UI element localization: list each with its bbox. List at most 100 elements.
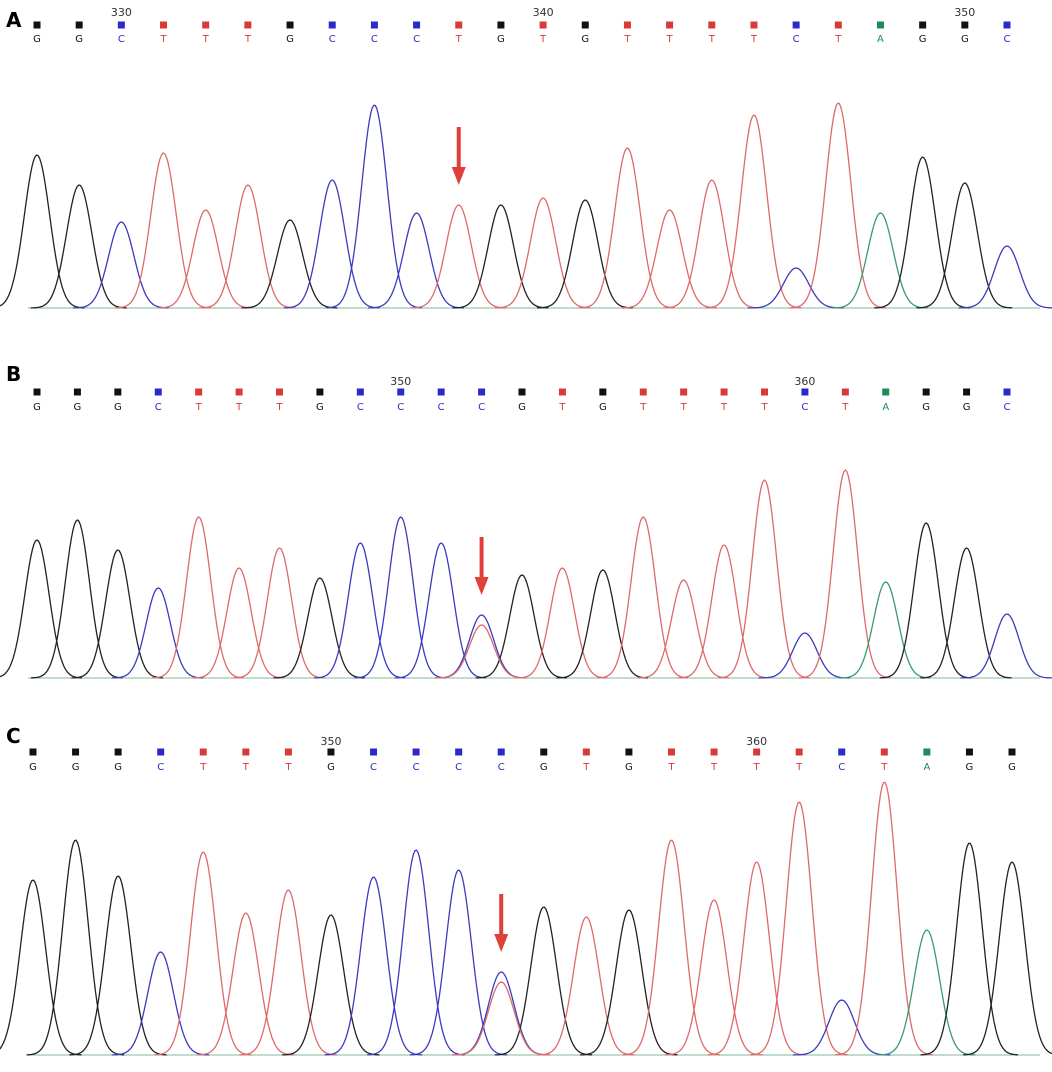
peak xyxy=(958,245,1052,309)
base-marker xyxy=(114,748,122,756)
peak xyxy=(832,212,928,309)
base-marker xyxy=(761,388,768,396)
peak xyxy=(394,542,487,679)
peak xyxy=(0,879,82,1056)
base-call: C xyxy=(357,402,364,413)
base-marker xyxy=(666,21,674,29)
peak xyxy=(199,184,296,309)
base-call: G xyxy=(625,762,633,773)
peak xyxy=(114,152,212,309)
mutation-arrow xyxy=(494,894,509,952)
position-label: 340 xyxy=(533,6,554,19)
peak xyxy=(494,906,593,1056)
base-call: A xyxy=(877,34,884,45)
base-call: T xyxy=(667,762,675,773)
peak xyxy=(578,147,675,309)
peak xyxy=(717,479,810,679)
position-label: 350 xyxy=(390,375,411,388)
peak xyxy=(313,542,406,679)
base-marker xyxy=(455,21,463,29)
base-marker xyxy=(356,388,364,396)
base-marker xyxy=(202,21,210,29)
base-marker xyxy=(965,748,973,756)
base-marker xyxy=(539,21,547,29)
peak xyxy=(705,114,802,309)
peak xyxy=(354,516,446,679)
base-marker xyxy=(720,388,728,396)
peak xyxy=(26,839,125,1056)
base-marker xyxy=(154,388,162,396)
base-marker xyxy=(623,21,631,29)
panel-label: C xyxy=(6,724,21,748)
base-call: G xyxy=(497,34,505,45)
base-marker xyxy=(919,21,927,29)
base-call: T xyxy=(582,762,590,773)
peak xyxy=(747,267,844,309)
base-marker xyxy=(328,21,336,29)
base-marker xyxy=(114,388,122,396)
peak xyxy=(494,197,591,309)
position-label: 360 xyxy=(746,735,767,748)
base-call: G xyxy=(961,34,969,45)
peak xyxy=(515,567,608,679)
position-label: 350 xyxy=(954,6,975,19)
base-marker xyxy=(518,388,526,396)
peak xyxy=(152,516,244,679)
base-call: T xyxy=(880,762,888,773)
peak xyxy=(879,522,972,679)
base-call: G xyxy=(33,402,41,413)
base-call: T xyxy=(159,34,167,45)
base-call: C xyxy=(838,762,845,773)
base-call: G xyxy=(963,402,971,413)
peak xyxy=(111,951,210,1056)
base-marker xyxy=(708,21,716,29)
panel-label: A xyxy=(6,8,22,32)
mutation-arrow xyxy=(451,127,466,185)
base-marker xyxy=(33,21,41,29)
peak xyxy=(556,569,648,679)
base-call: G xyxy=(966,762,974,773)
base-marker xyxy=(455,748,463,756)
base-call: G xyxy=(72,762,80,773)
base-marker xyxy=(235,388,243,396)
base-marker xyxy=(29,748,37,756)
base-call: C xyxy=(329,34,336,45)
secondary-peak xyxy=(452,981,550,1056)
peak xyxy=(637,579,729,679)
base-call: G xyxy=(581,34,589,45)
position-label: 330 xyxy=(111,6,132,19)
peak xyxy=(920,842,1018,1056)
base-call: C xyxy=(801,402,808,413)
base-call: T xyxy=(753,762,761,773)
base-marker xyxy=(276,388,283,396)
base-call: A xyxy=(882,402,889,413)
peak xyxy=(750,801,848,1056)
peak xyxy=(435,614,527,679)
base-marker xyxy=(397,388,405,396)
peak xyxy=(0,154,85,309)
base-marker xyxy=(922,388,930,396)
peak xyxy=(157,209,254,309)
peak xyxy=(410,204,507,309)
base-marker xyxy=(327,748,335,756)
base-marker xyxy=(792,21,800,29)
peak xyxy=(368,212,465,309)
base-call: C xyxy=(438,402,445,413)
base-call: T xyxy=(275,402,283,413)
peak xyxy=(798,469,891,679)
base-call: G xyxy=(327,762,335,773)
base-call: G xyxy=(33,34,41,45)
base-call: C xyxy=(1004,34,1011,45)
base-marker xyxy=(72,748,80,756)
peak xyxy=(874,156,971,309)
peak xyxy=(0,539,83,679)
base-call: T xyxy=(639,402,647,413)
base-call: G xyxy=(922,402,930,413)
base-call: T xyxy=(680,402,688,413)
peak xyxy=(239,889,337,1056)
base-call: C xyxy=(155,402,162,413)
base-call: G xyxy=(286,34,294,45)
base-marker xyxy=(1003,21,1011,29)
base-call: T xyxy=(455,34,463,45)
